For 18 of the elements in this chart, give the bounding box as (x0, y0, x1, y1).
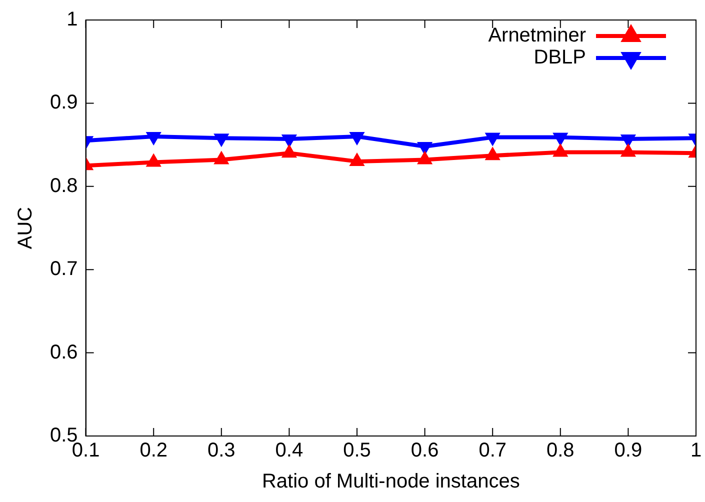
y-tick-label: 0.9 (50, 92, 78, 114)
x-axis-title: Ratio of Multi-node instances (262, 470, 520, 493)
y-tick-label: 1 (66, 8, 78, 31)
x-tick-label: 0.3 (207, 440, 236, 462)
x-tick-label: 0.2 (140, 440, 168, 462)
y-axis-title: AUC (14, 206, 37, 250)
x-tick-label: 0.5 (343, 440, 371, 462)
x-tick-label: 0.9 (614, 440, 642, 462)
y-tick-label: 0.7 (50, 258, 78, 280)
y-tick-label: 0.6 (50, 341, 78, 364)
legend-label: DBLP (534, 46, 586, 69)
x-tick-label: 1 (690, 440, 702, 462)
x-tick-label: 0.7 (478, 440, 507, 462)
x-tick-label: 0.8 (546, 440, 574, 462)
x-tick-label: 0.6 (410, 440, 439, 462)
x-tick-label: 0.4 (275, 440, 304, 462)
legend-label: Arnetminer (488, 24, 586, 47)
y-tick-label: 0.8 (50, 174, 78, 197)
